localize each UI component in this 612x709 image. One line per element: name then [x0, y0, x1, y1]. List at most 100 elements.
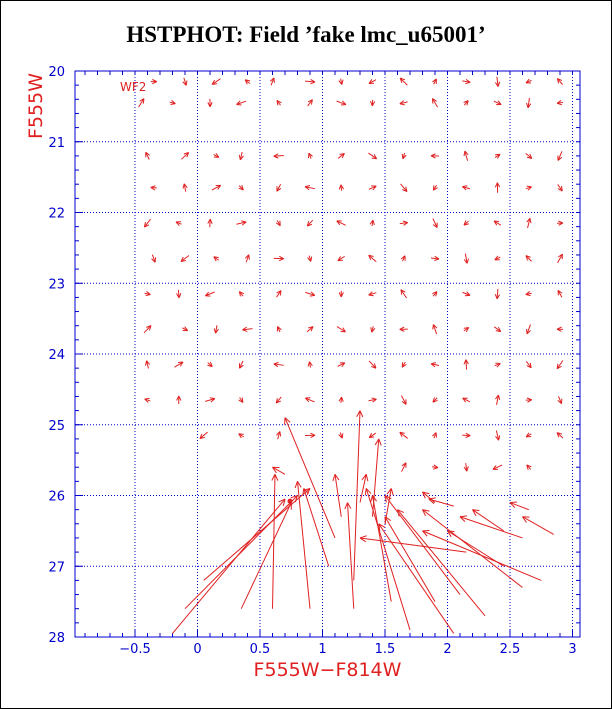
- vector-head: [304, 186, 310, 191]
- vector-head: [178, 292, 182, 299]
- vector-shaft: [306, 326, 314, 333]
- long-vector: [359, 473, 369, 503]
- vector-shaft: [465, 359, 468, 370]
- small-vector: [463, 359, 469, 370]
- vector-head: [242, 329, 248, 332]
- vector-head: [465, 78, 471, 83]
- vector-head: [341, 433, 344, 439]
- small-vector: [175, 221, 182, 227]
- vector-head: [558, 253, 563, 258]
- vector-shaft: [306, 219, 314, 227]
- vector-head: [236, 103, 242, 106]
- small-vector: [305, 397, 315, 403]
- vector-shaft: [462, 80, 471, 83]
- vector-shaft: [399, 77, 408, 86]
- x-tick-label: 2.5: [500, 642, 521, 657]
- small-vector: [525, 397, 532, 403]
- vector-head: [557, 78, 563, 82]
- vector-shaft: [144, 218, 151, 228]
- vector-head: [308, 152, 313, 157]
- vector-shaft: [305, 397, 315, 403]
- vector-head: [368, 255, 372, 260]
- small-vector: [432, 184, 438, 191]
- vector-head: [466, 291, 471, 296]
- small-vector: [526, 324, 531, 335]
- vector-head: [274, 474, 279, 481]
- vector-head: [422, 530, 428, 537]
- vector-head: [144, 397, 150, 400]
- vector-head: [401, 363, 407, 368]
- small-vector: [213, 325, 219, 334]
- vector-head: [238, 187, 244, 191]
- vector-head: [309, 361, 313, 367]
- small-vector: [430, 255, 440, 262]
- vector-head: [209, 397, 215, 400]
- small-vector: [211, 78, 221, 85]
- small-vector: [205, 397, 216, 403]
- vector-head: [150, 186, 156, 191]
- vector-head: [215, 328, 219, 334]
- vector-head: [139, 98, 145, 102]
- vector-head: [306, 221, 310, 227]
- vector-shaft: [242, 328, 253, 331]
- vector-shaft: [399, 101, 408, 105]
- small-vector: [557, 184, 563, 192]
- vector-shaft: [240, 502, 292, 609]
- small-vector: [338, 184, 344, 191]
- vector-head: [402, 220, 408, 224]
- vector-head: [399, 100, 405, 105]
- vector-head: [556, 102, 562, 106]
- y-tick-label: 23: [48, 277, 65, 292]
- vector-head: [494, 255, 499, 261]
- vector-head: [557, 156, 563, 161]
- small-vector: [144, 397, 151, 403]
- x-tick-label: 2: [443, 642, 451, 657]
- long-vector: [359, 535, 467, 553]
- vector-shaft: [203, 488, 311, 581]
- vector-head: [373, 154, 378, 160]
- vector-head: [496, 154, 501, 159]
- vector-head: [399, 103, 405, 106]
- small-vector: [556, 220, 564, 226]
- vector-head: [276, 431, 281, 436]
- vector-head: [204, 291, 210, 297]
- small-vector: [430, 362, 440, 368]
- vector-head: [526, 102, 529, 108]
- vector-shaft: [525, 361, 532, 369]
- vector-shaft: [492, 464, 503, 470]
- long-vector: [384, 516, 436, 602]
- vector-head: [371, 101, 376, 107]
- small-vector: [462, 78, 471, 85]
- vector-shaft: [272, 474, 276, 609]
- vector-shaft: [211, 78, 221, 85]
- vector-head: [560, 185, 563, 192]
- small-vector: [401, 152, 407, 160]
- small-vector: [204, 291, 215, 297]
- vector-head: [178, 395, 182, 401]
- vector-head: [175, 221, 180, 227]
- vector-head: [217, 185, 222, 190]
- vector-head: [338, 434, 343, 439]
- vector-head: [526, 328, 528, 334]
- vector-head: [374, 438, 380, 446]
- vector-head: [238, 399, 244, 403]
- vector-shaft: [556, 78, 564, 85]
- small-vector: [336, 100, 347, 106]
- vector-shaft: [305, 291, 315, 296]
- small-vector: [400, 289, 407, 299]
- vector-head: [146, 291, 151, 295]
- vector-head: [176, 395, 180, 401]
- small-vector: [525, 291, 532, 297]
- x-tick-label: 0: [193, 642, 201, 657]
- vector-head: [433, 324, 438, 329]
- small-vector: [306, 326, 314, 333]
- vector-shaft: [557, 396, 563, 404]
- vector-shaft: [430, 363, 440, 366]
- small-vector: [369, 219, 375, 227]
- vector-head: [144, 224, 150, 228]
- small-vector: [199, 431, 208, 440]
- vector-head: [146, 360, 151, 365]
- vector-head: [213, 328, 217, 334]
- vector-shaft: [431, 98, 439, 108]
- vector-shaft: [556, 360, 564, 369]
